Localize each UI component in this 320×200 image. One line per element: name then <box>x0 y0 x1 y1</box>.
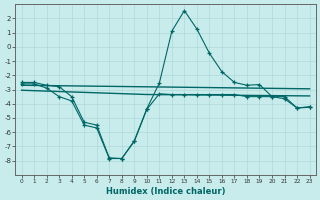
X-axis label: Humidex (Indice chaleur): Humidex (Indice chaleur) <box>106 187 225 196</box>
